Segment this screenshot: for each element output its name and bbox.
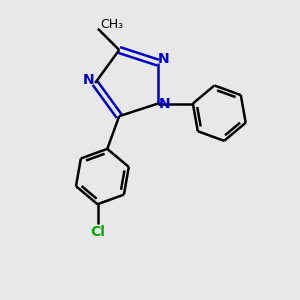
- Text: N: N: [159, 97, 171, 110]
- Text: CH₃: CH₃: [100, 18, 123, 31]
- Text: Cl: Cl: [90, 225, 105, 239]
- Text: N: N: [82, 74, 94, 87]
- Text: N: N: [158, 52, 169, 66]
